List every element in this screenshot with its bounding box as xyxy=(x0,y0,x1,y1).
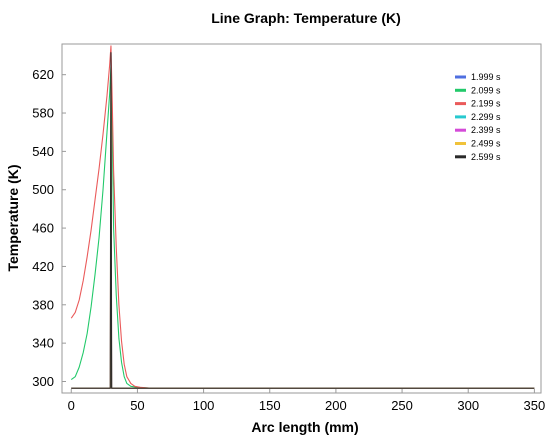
legend-label: 2.099 s xyxy=(471,85,501,95)
x-tick-label: 200 xyxy=(325,398,347,413)
series-line-3 xyxy=(70,45,535,389)
series-line-7 xyxy=(71,52,535,389)
legend: 1.999 s 2.099 s 2.199 s 2.299 s 2.399 s 2.499… xyxy=(455,72,501,162)
x-tick-label: 250 xyxy=(391,398,413,413)
legend-label: 2.299 s xyxy=(471,112,501,122)
y-tick-label: 620 xyxy=(32,67,54,82)
series-layer xyxy=(70,45,535,389)
legend-label: 2.199 s xyxy=(471,99,501,109)
y-tick-label: 580 xyxy=(32,106,54,121)
legend-label: 2.399 s xyxy=(471,125,501,135)
y-tick-label: 460 xyxy=(32,221,54,236)
x-tick-label: 100 xyxy=(193,398,215,413)
y-tick-label: 380 xyxy=(32,297,54,312)
y-tick-label: 540 xyxy=(32,144,54,159)
y-tick-label: 500 xyxy=(32,182,54,197)
plot-area xyxy=(61,43,542,394)
legend-label: 1.999 s xyxy=(471,72,501,82)
y-tick-label: 340 xyxy=(32,336,54,351)
y-tick-label: 420 xyxy=(32,259,54,274)
x-tick-label: 300 xyxy=(457,398,479,413)
chart-title: Line Graph: Temperature (K) xyxy=(211,10,401,26)
x-tick-label: 150 xyxy=(259,398,281,413)
y-axis-label: Temperature (K) xyxy=(5,164,21,271)
y-tick-label: 300 xyxy=(32,374,54,389)
x-tick-label: 50 xyxy=(130,398,144,413)
legend-label: 2.599 s xyxy=(471,152,501,162)
tick-layer: 0 50 100 150 200 250 300 350 300 340 380 420 460 500 5… xyxy=(32,67,545,413)
legend-label: 2.499 s xyxy=(471,139,501,149)
x-tick-label: 350 xyxy=(524,398,546,413)
x-tick-label: 0 xyxy=(68,398,75,413)
x-axis-label: Arc length (mm) xyxy=(251,419,358,435)
